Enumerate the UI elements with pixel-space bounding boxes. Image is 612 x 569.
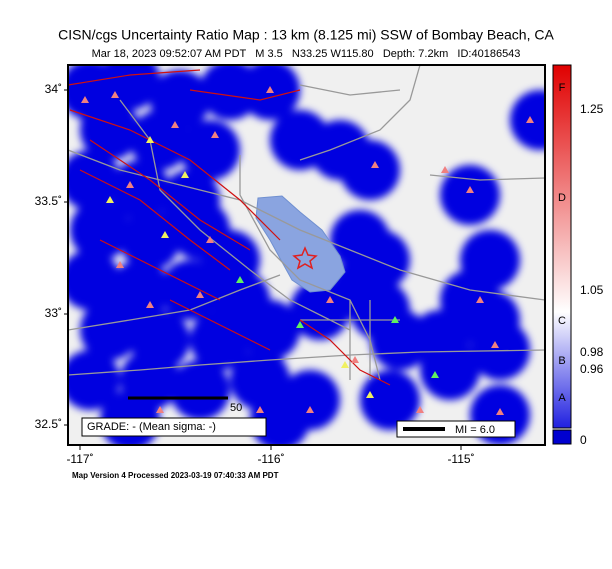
roads [68,65,545,381]
uncertainty-area [70,200,130,260]
colorbar-value: 1.05 [580,283,604,297]
uncertainty-area [440,165,500,225]
station [266,86,274,93]
uncertainty-area [68,250,120,310]
station [236,276,244,283]
station [341,361,349,368]
station [366,391,374,398]
station [326,296,334,303]
stations [81,86,534,415]
lon-label: -117˚ [66,452,93,466]
station [256,406,264,413]
lat-label: 33.5˚ [35,194,62,208]
station [416,406,424,413]
uncertainty-area [100,65,160,110]
uncertainty-area [180,120,240,180]
uncertainty-area [170,360,230,420]
station [156,406,164,413]
uncertainty-area [460,230,520,290]
station [491,341,499,348]
station [371,161,379,168]
epicenter [292,246,318,270]
station [441,166,449,173]
uncertainty-area [80,100,140,160]
uncertainty-area [360,370,420,430]
colorbar-letter: A [558,392,566,404]
colorbar: F D C B A 1.25 1.05 0.98 0.96 0 [552,64,604,447]
colorbar-letter: D [558,192,566,204]
station [206,236,214,243]
lat-label: 34˚ [45,82,62,96]
station [466,186,474,193]
scale-bar: 50 [128,396,242,414]
station [126,181,134,188]
title: CISN/cgs Uncertainty Ratio Map : 13 km (… [58,27,554,43]
station [211,131,219,138]
uncertainty-area [160,260,220,320]
subtitle: Mar 18, 2023 09:52:07 AM PDT M 3.5 N33.2… [92,48,521,60]
uncertainty-area [470,320,530,380]
uncertainty-area [330,210,390,270]
uncertainty-area [190,310,250,370]
uncertainty-area [240,300,300,360]
lat-label: 33˚ [45,306,62,320]
uncertainty-area [420,340,480,400]
station [351,356,359,363]
station [476,296,484,303]
station [171,121,179,128]
uncertainty-area [510,90,545,150]
colorbar-value: 0 [580,433,587,447]
colorbar-value: 1.25 [580,102,604,116]
map-frame [67,64,546,446]
faults [68,69,391,386]
uncertainty-area [120,210,180,270]
grade-box: GRADE: - (Mean sigma: -) [81,417,267,437]
station [106,196,114,203]
map: 50 [68,65,545,445]
station [181,171,189,178]
station [161,231,169,238]
salton-sea [255,195,346,293]
station [81,96,89,103]
colorbar-value: 0.98 [580,345,604,359]
colorbar-value: 0.96 [580,362,604,376]
grade: GRADE: - (Mean sigma: -) [87,421,216,433]
mi-box: MI = 6.0 [396,420,516,438]
station [431,371,439,378]
lon-label: -116˚ [257,452,284,466]
mi-label: MI = 6.0 [455,424,495,436]
uncertainty-area [110,160,170,220]
colorbar-letter: C [558,315,566,327]
station [146,301,154,308]
station [196,291,204,298]
station [496,408,504,415]
station [526,116,534,123]
lat-label: 32.5˚ [35,417,62,431]
colorbar-letter: B [558,355,565,367]
station [116,261,124,268]
footer: Map Version 4 Processed 2023-03-19 07:40… [72,471,279,480]
uncertainty-area [68,350,120,410]
station [306,406,314,413]
station [391,316,399,323]
station [111,91,119,98]
uncertainty-area [340,140,400,200]
station [296,321,304,328]
station [146,136,154,143]
uncertainty-area [80,300,140,360]
scale-km: 50 [230,402,242,414]
axes: 34˚ 33.5˚ 33˚ 32.5˚ -117˚ -116˚ -115˚ [35,82,475,466]
colorbar-letter: F [559,82,566,94]
lon-label: -115˚ [447,452,474,466]
